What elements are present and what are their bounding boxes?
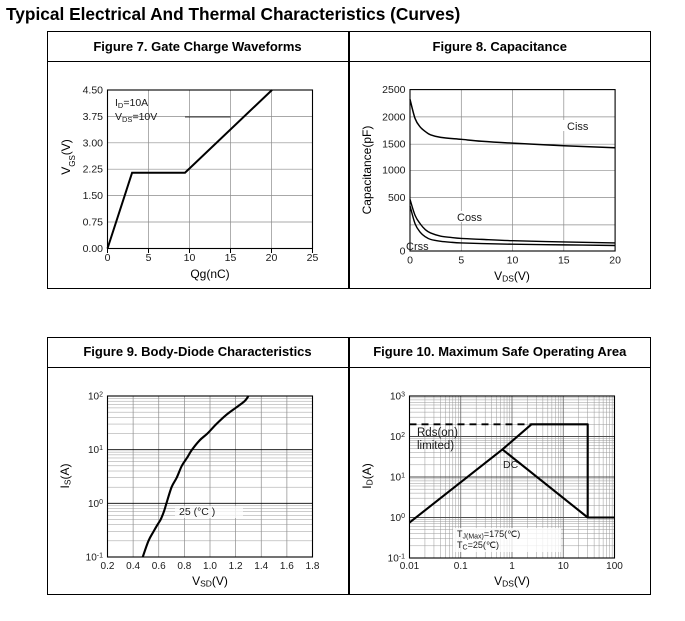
svg-text:Coss: Coss xyxy=(457,212,483,224)
svg-text:102: 102 xyxy=(389,432,404,443)
svg-text:500: 500 xyxy=(387,192,405,204)
svg-text:100: 100 xyxy=(389,513,404,524)
svg-text:0: 0 xyxy=(104,252,110,264)
svg-text:101: 101 xyxy=(87,445,102,456)
svg-text:10: 10 xyxy=(183,252,195,264)
svg-text:0: 0 xyxy=(407,255,413,267)
svg-text:1.8: 1.8 xyxy=(305,561,319,572)
svg-text:101: 101 xyxy=(389,472,404,483)
svg-text:VDS=10V: VDS=10V xyxy=(115,111,157,124)
svg-text:1: 1 xyxy=(509,561,515,572)
svg-text:3.00: 3.00 xyxy=(82,137,103,149)
svg-text:1.2: 1.2 xyxy=(228,561,242,572)
svg-text:15: 15 xyxy=(224,252,236,264)
svg-text:ID(A): ID(A) xyxy=(360,463,375,488)
svg-text:VDS(V): VDS(V) xyxy=(494,574,530,589)
svg-text:20: 20 xyxy=(265,252,277,264)
svg-text:15: 15 xyxy=(557,255,569,267)
svg-text:0.00: 0.00 xyxy=(82,243,103,255)
svg-text:2.25: 2.25 xyxy=(82,164,103,176)
svg-text:0: 0 xyxy=(399,246,405,258)
svg-text:4.50: 4.50 xyxy=(82,85,103,97)
svg-text:2500: 2500 xyxy=(382,84,406,96)
svg-text:1.0: 1.0 xyxy=(203,561,217,572)
svg-text:0.1: 0.1 xyxy=(453,561,467,572)
svg-text:100: 100 xyxy=(606,561,623,572)
svg-text:1000: 1000 xyxy=(382,165,406,177)
svg-text:IS(A): IS(A) xyxy=(58,463,73,488)
svg-text:VDS(V): VDS(V) xyxy=(494,269,530,284)
svg-text:Crss: Crss xyxy=(406,241,429,253)
svg-text:25: 25 xyxy=(306,252,318,264)
svg-text:0.6: 0.6 xyxy=(151,561,165,572)
svg-text:5: 5 xyxy=(458,255,464,267)
svg-text:3.75: 3.75 xyxy=(82,111,103,123)
svg-text:VSD(V): VSD(V) xyxy=(192,574,228,589)
svg-text:1.6: 1.6 xyxy=(279,561,293,572)
svg-text:VGS(V): VGS(V) xyxy=(59,139,77,175)
svg-text:10: 10 xyxy=(506,255,518,267)
svg-text:103: 103 xyxy=(389,391,404,402)
svg-text:1.4: 1.4 xyxy=(254,561,268,572)
svg-text:100: 100 xyxy=(87,498,102,509)
svg-text:Capacitance(pF): Capacitance(pF) xyxy=(360,126,374,215)
svg-text:0.8: 0.8 xyxy=(177,561,191,572)
svg-text:0.4: 0.4 xyxy=(126,561,140,572)
svg-text:102: 102 xyxy=(87,391,102,402)
svg-text:DC: DC xyxy=(503,459,519,471)
svg-text:0.01: 0.01 xyxy=(399,561,419,572)
svg-text:1.50: 1.50 xyxy=(82,190,103,202)
svg-text:2000: 2000 xyxy=(382,111,406,123)
svg-text:ID=10A: ID=10A xyxy=(115,97,148,110)
svg-text:Ciss: Ciss xyxy=(567,121,589,133)
svg-text:Qg(nC): Qg(nC) xyxy=(190,267,229,281)
svg-text:limited): limited) xyxy=(417,440,454,452)
svg-text:1500: 1500 xyxy=(382,139,406,151)
svg-text:0.75: 0.75 xyxy=(82,217,103,229)
svg-text:25 (°C ): 25 (°C ) xyxy=(179,506,215,518)
svg-text:5: 5 xyxy=(145,252,151,264)
svg-text:10: 10 xyxy=(557,561,569,572)
svg-text:20: 20 xyxy=(609,255,621,267)
svg-text:0.2: 0.2 xyxy=(100,561,114,572)
svg-text:Rds(on): Rds(on) xyxy=(417,427,458,439)
